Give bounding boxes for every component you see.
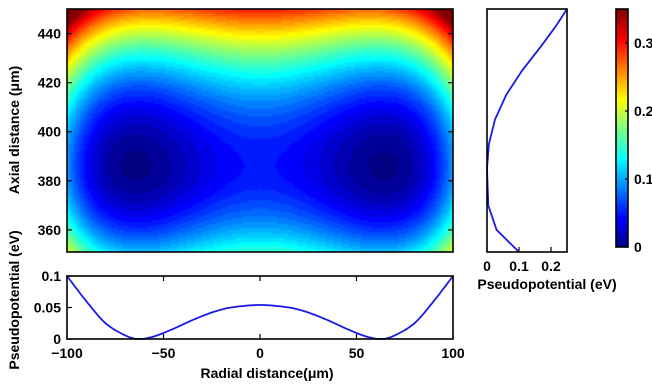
heatmap-y-label: Axial distance (μm) [6,66,22,194]
bottom-profile-y-tick-label: 0.1 [42,268,62,284]
colorbar-gradient [616,9,628,247]
heatmap-y-tick-label: 400 [38,124,62,140]
heatmap-y-tick-label: 380 [38,173,62,189]
right-profile-panel: 0 0.1 0.2 Pseudopotential (eV) [477,8,617,292]
colorbar: 0 0.1 0.2 0.3 [615,8,652,255]
bottom-profile-y-label: Pseudopotential (eV) [6,230,22,369]
heatmap-y-tick-label: 360 [38,222,62,238]
right-profile-x-tick-label: 0.2 [541,258,561,274]
bottom-profile-y-ticks: 0 0.05 0.1 [34,268,72,347]
bottom-profile-x-tick-label: −50 [152,345,176,361]
colorbar-frame [615,8,629,248]
colorbar-tick-label: 0.2 [634,103,652,119]
heatmap-y-ticks: 360 380 400 420 440 [38,26,453,238]
heatmap-image [67,9,453,252]
bottom-profile-x-tick-label: 100 [441,345,465,361]
bottom-profile-x-ticks: −100 −50 0 50 100 [51,276,465,361]
right-profile-x-tick-label: 0 [483,258,491,274]
heatmap-y-tick-label: 420 [38,75,62,91]
bottom-profile-x-tick-label: 0 [256,345,264,361]
colorbar-tick-label: 0.1 [634,171,652,187]
bottom-profile-x-tick-label: 50 [349,345,365,361]
bottom-profile-line [66,275,454,340]
right-profile-x-tick-label: 0.1 [509,258,529,274]
bottom-profile-y-tick-label: 0 [53,331,61,347]
colorbar-ticks: 0 0.1 0.2 0.3 [625,35,652,255]
right-profile-x-ticks: 0 0.1 0.2 [483,247,561,274]
bottom-profile-x-label: Radial distance(μm) [200,365,333,381]
heatmap-frame [66,8,454,253]
bottom-profile-y-tick-label: 0.05 [34,300,61,316]
bottom-profile-x-tick-label: −100 [51,345,83,361]
colorbar-tick-label: 0 [634,239,642,255]
right-profile-frame [486,8,568,253]
right-profile-x-label: Pseudopotential (eV) [477,276,616,292]
right-profile-line [486,8,568,253]
heatmap-y-tick-label: 440 [38,26,62,42]
bottom-profile-panel: −100 −50 0 50 100 0 0.05 0.1 Radial distance(μ… [6,230,465,381]
colorbar-tick-label: 0.3 [634,35,652,51]
bottom-profile-frame [66,275,454,340]
heatmap-panel: 360 380 400 420 440 Axial distance (μm) [6,8,454,253]
